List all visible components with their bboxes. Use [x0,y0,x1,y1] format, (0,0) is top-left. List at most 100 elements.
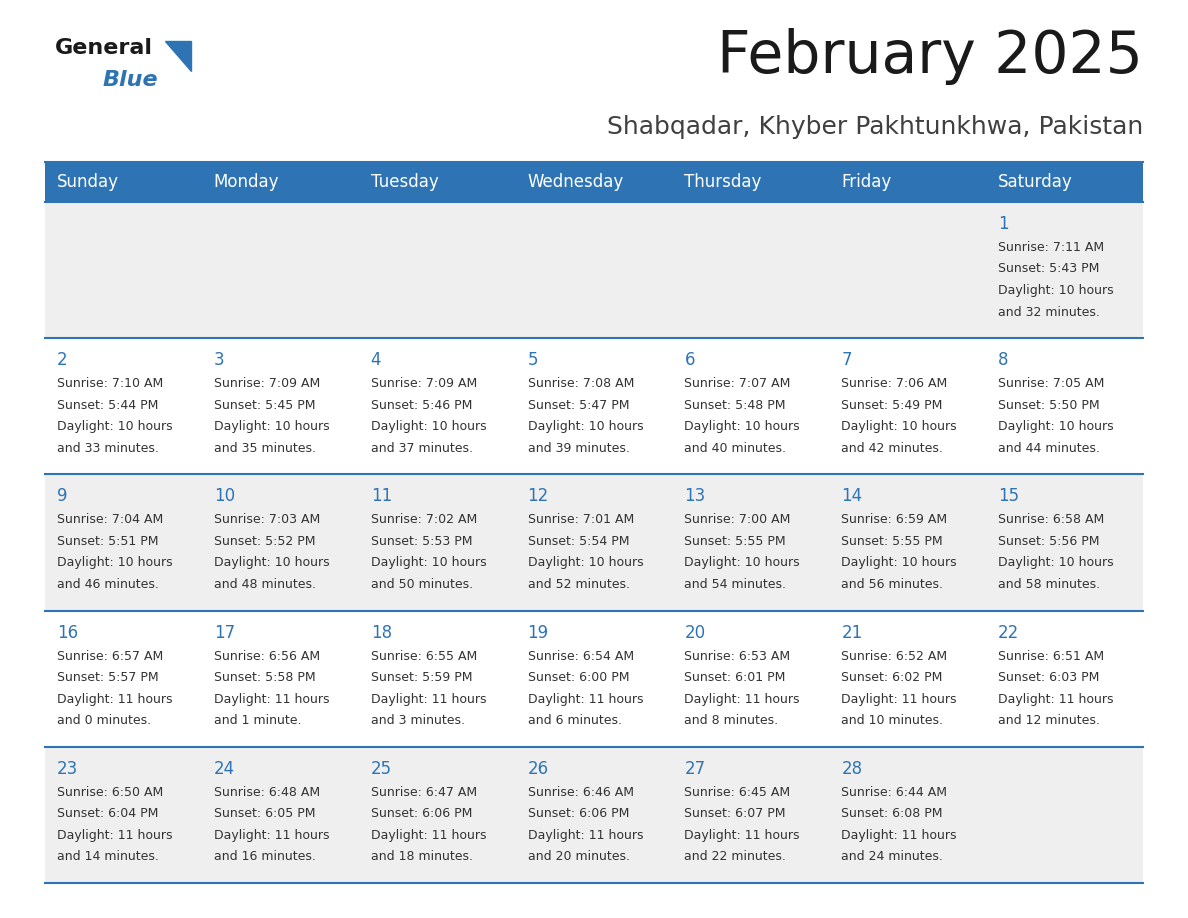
Text: Daylight: 11 hours: Daylight: 11 hours [371,829,486,842]
Text: and 8 minutes.: and 8 minutes. [684,714,778,727]
Text: 23: 23 [57,760,78,778]
Text: Sunset: 5:52 PM: Sunset: 5:52 PM [214,535,315,548]
Text: and 20 minutes.: and 20 minutes. [527,850,630,863]
Text: Daylight: 10 hours: Daylight: 10 hours [998,284,1114,297]
Text: Sunset: 5:43 PM: Sunset: 5:43 PM [998,263,1100,275]
Text: February 2025: February 2025 [718,28,1143,85]
Text: Sunset: 5:44 PM: Sunset: 5:44 PM [57,398,158,411]
Text: 19: 19 [527,623,549,642]
Text: Sunset: 6:00 PM: Sunset: 6:00 PM [527,671,630,684]
Text: Daylight: 10 hours: Daylight: 10 hours [841,556,956,569]
Text: and 54 minutes.: and 54 minutes. [684,578,786,591]
Text: Daylight: 11 hours: Daylight: 11 hours [527,829,643,842]
Text: Daylight: 10 hours: Daylight: 10 hours [371,420,486,433]
Text: 28: 28 [841,760,862,778]
Text: 7: 7 [841,352,852,369]
Text: 2: 2 [57,352,68,369]
Text: Sunrise: 6:47 AM: Sunrise: 6:47 AM [371,786,476,799]
Text: and 56 minutes.: and 56 minutes. [841,578,943,591]
Text: Sunday: Sunday [57,173,119,191]
Text: Sunset: 6:03 PM: Sunset: 6:03 PM [998,671,1100,684]
Text: Sunset: 5:47 PM: Sunset: 5:47 PM [527,398,630,411]
Text: Saturday: Saturday [998,173,1073,191]
Text: Sunrise: 6:56 AM: Sunrise: 6:56 AM [214,650,320,663]
Text: Sunrise: 7:11 AM: Sunrise: 7:11 AM [998,241,1105,254]
Text: Daylight: 11 hours: Daylight: 11 hours [841,692,956,706]
Text: 4: 4 [371,352,381,369]
Text: and 32 minutes.: and 32 minutes. [998,306,1100,319]
Bar [45,747,1143,883]
Text: 1: 1 [998,215,1009,233]
Text: and 46 minutes.: and 46 minutes. [57,578,159,591]
Text: Sunset: 5:53 PM: Sunset: 5:53 PM [371,535,472,548]
Text: 6: 6 [684,352,695,369]
Bar [45,338,1143,475]
Text: Daylight: 11 hours: Daylight: 11 hours [214,692,329,706]
Text: and 1 minute.: and 1 minute. [214,714,302,727]
Text: and 44 minutes.: and 44 minutes. [998,442,1100,454]
Text: Sunrise: 7:05 AM: Sunrise: 7:05 AM [998,377,1105,390]
Text: Daylight: 11 hours: Daylight: 11 hours [214,829,329,842]
Text: General: General [55,38,153,58]
Text: and 58 minutes.: and 58 minutes. [998,578,1100,591]
Text: 25: 25 [371,760,392,778]
Text: Sunset: 5:55 PM: Sunset: 5:55 PM [841,535,943,548]
Text: 20: 20 [684,623,706,642]
Text: and 12 minutes.: and 12 minutes. [998,714,1100,727]
Text: Blue: Blue [103,70,159,90]
Bar [45,610,1143,747]
Text: Sunrise: 7:07 AM: Sunrise: 7:07 AM [684,377,791,390]
Text: Daylight: 10 hours: Daylight: 10 hours [57,420,172,433]
Text: 15: 15 [998,487,1019,506]
Text: Sunrise: 6:51 AM: Sunrise: 6:51 AM [998,650,1105,663]
Text: and 0 minutes.: and 0 minutes. [57,714,151,727]
Text: Sunset: 5:46 PM: Sunset: 5:46 PM [371,398,472,411]
Text: Sunrise: 7:06 AM: Sunrise: 7:06 AM [841,377,948,390]
Text: Sunset: 6:06 PM: Sunset: 6:06 PM [527,807,628,821]
Text: Daylight: 10 hours: Daylight: 10 hours [998,556,1114,569]
Text: Sunrise: 6:46 AM: Sunrise: 6:46 AM [527,786,633,799]
Text: Sunset: 6:06 PM: Sunset: 6:06 PM [371,807,472,821]
Text: 5: 5 [527,352,538,369]
Text: Daylight: 11 hours: Daylight: 11 hours [841,829,956,842]
Text: 12: 12 [527,487,549,506]
Text: Sunset: 5:49 PM: Sunset: 5:49 PM [841,398,942,411]
Text: 10: 10 [214,487,235,506]
Text: Sunrise: 6:58 AM: Sunrise: 6:58 AM [998,513,1105,526]
Text: Sunrise: 6:54 AM: Sunrise: 6:54 AM [527,650,633,663]
Text: Sunrise: 6:44 AM: Sunrise: 6:44 AM [841,786,947,799]
Text: Sunset: 5:59 PM: Sunset: 5:59 PM [371,671,472,684]
Text: Tuesday: Tuesday [371,173,438,191]
Text: 21: 21 [841,623,862,642]
Text: Daylight: 10 hours: Daylight: 10 hours [214,556,329,569]
Text: Sunset: 6:01 PM: Sunset: 6:01 PM [684,671,785,684]
Text: Sunrise: 6:53 AM: Sunrise: 6:53 AM [684,650,790,663]
Text: Sunrise: 7:03 AM: Sunrise: 7:03 AM [214,513,320,526]
Text: Sunset: 5:58 PM: Sunset: 5:58 PM [214,671,316,684]
Text: and 14 minutes.: and 14 minutes. [57,850,159,863]
Text: and 42 minutes.: and 42 minutes. [841,442,943,454]
Text: 16: 16 [57,623,78,642]
Text: Sunrise: 7:01 AM: Sunrise: 7:01 AM [527,513,634,526]
Text: 14: 14 [841,487,862,506]
Text: Sunrise: 7:09 AM: Sunrise: 7:09 AM [214,377,320,390]
Text: 3: 3 [214,352,225,369]
Text: Daylight: 11 hours: Daylight: 11 hours [684,829,800,842]
Text: and 3 minutes.: and 3 minutes. [371,714,465,727]
Bar [45,202,1143,338]
Text: Sunset: 5:54 PM: Sunset: 5:54 PM [527,535,630,548]
Text: Thursday: Thursday [684,173,762,191]
Text: 9: 9 [57,487,68,506]
Text: Sunrise: 6:50 AM: Sunrise: 6:50 AM [57,786,163,799]
Text: and 33 minutes.: and 33 minutes. [57,442,159,454]
Text: Daylight: 11 hours: Daylight: 11 hours [371,692,486,706]
Text: Sunset: 5:48 PM: Sunset: 5:48 PM [684,398,786,411]
Text: 24: 24 [214,760,235,778]
Text: 17: 17 [214,623,235,642]
Text: Sunrise: 7:04 AM: Sunrise: 7:04 AM [57,513,163,526]
Text: Daylight: 10 hours: Daylight: 10 hours [998,420,1114,433]
Text: 11: 11 [371,487,392,506]
Text: Sunrise: 7:09 AM: Sunrise: 7:09 AM [371,377,476,390]
Text: Daylight: 10 hours: Daylight: 10 hours [527,556,643,569]
Text: Friday: Friday [841,173,891,191]
